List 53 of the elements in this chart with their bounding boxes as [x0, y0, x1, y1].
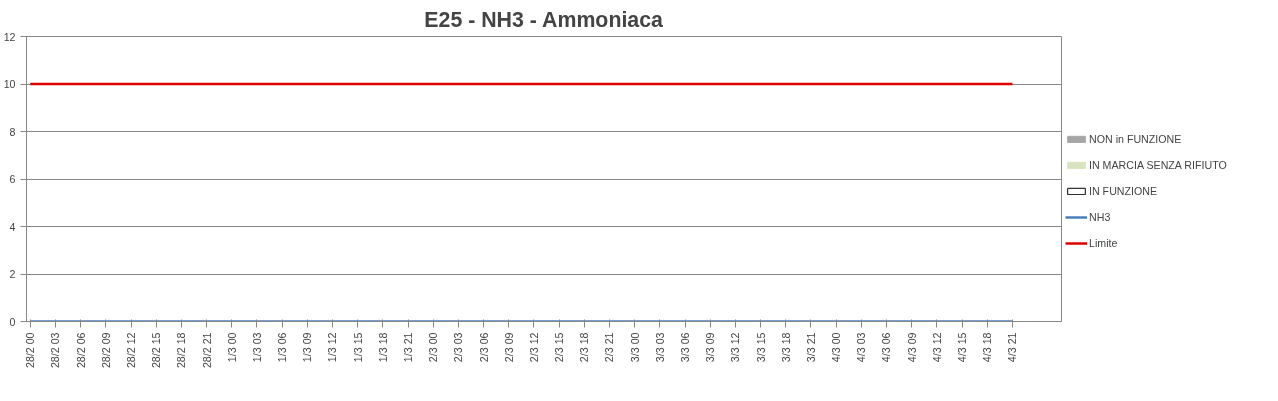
x-tick-label: 4/3 03	[855, 332, 868, 363]
y-tick-label: 10	[3, 78, 16, 90]
x-tick-label: 4/3 21	[1006, 332, 1019, 363]
x-tick-label: 2/3 15	[553, 332, 566, 363]
y-tick-label: 8	[9, 125, 16, 138]
x-tick-label: 2/3 21	[603, 332, 616, 363]
legend-label: Limite	[1089, 236, 1118, 249]
x-tick-label: 3/3 21	[804, 332, 817, 363]
x-tick-label: 28/2 12	[125, 332, 138, 369]
x-tick-label: 2/3 06	[477, 332, 490, 363]
x-tick-label: 2/3 18	[578, 332, 591, 363]
x-tick-label: 4/3 06	[880, 332, 893, 363]
y-tick-label: 4	[9, 220, 16, 233]
x-tick-label: 3/3 09	[704, 332, 717, 363]
legend-label: IN MARCIA SENZA RIFIUTO	[1089, 158, 1227, 171]
x-tick-label: 4/3 09	[905, 332, 918, 363]
x-tick-label: 2/3 03	[452, 332, 465, 363]
x-tick-label: 1/3 12	[326, 332, 339, 363]
y-tick-label: 0	[9, 315, 16, 328]
y-tick-label: 12	[3, 30, 16, 43]
legend-label: NON in FUNZIONE	[1089, 132, 1182, 145]
x-tick-label: 1/3 09	[301, 332, 314, 363]
x-tick-label: 1/3 06	[276, 332, 289, 363]
x-tick-label: 2/3 12	[527, 332, 540, 363]
x-tick-label: 4/3 18	[981, 332, 994, 363]
x-tick-label: 28/2 18	[175, 332, 188, 369]
x-tick-label: 3/3 06	[679, 332, 692, 363]
x-tick-label: 3/3 15	[754, 332, 767, 363]
x-tick-label: 4/3 12	[930, 332, 943, 363]
x-tick-label: 4/3 00	[830, 332, 843, 363]
x-tick-label: 4/3 15	[956, 332, 969, 363]
x-tick-label: 28/2 00	[24, 332, 37, 369]
x-tick-label: 1/3 21	[402, 332, 415, 363]
y-tick-label: 2	[9, 268, 16, 280]
legend-label: IN FUNZIONE	[1089, 184, 1158, 197]
x-tick-label: 28/2 06	[74, 332, 87, 369]
x-tick-label: 28/2 15	[150, 332, 163, 369]
x-tick-label: 28/2 21	[200, 332, 213, 369]
x-tick-label: 3/3 00	[628, 332, 641, 363]
x-tick-label: 1/3 03	[250, 332, 263, 363]
x-tick-label: 3/3 18	[779, 332, 792, 363]
y-tick-label: 6	[9, 173, 16, 185]
legend-label: NH3	[1089, 210, 1111, 223]
chart-title: E25 - NH3 - Ammoniaca	[424, 7, 664, 32]
x-tick-label: 2/3 00	[427, 332, 440, 363]
x-tick-label: 1/3 00	[225, 332, 238, 363]
x-tick-label: 1/3 15	[351, 332, 364, 363]
x-tick-label: 1/3 18	[376, 332, 389, 363]
x-tick-label: 3/3 12	[729, 332, 742, 363]
x-tick-label: 2/3 09	[502, 332, 515, 363]
x-tick-label: 3/3 03	[653, 332, 666, 363]
x-tick-label: 28/2 09	[99, 332, 112, 369]
x-tick-label: 28/2 03	[49, 332, 62, 369]
